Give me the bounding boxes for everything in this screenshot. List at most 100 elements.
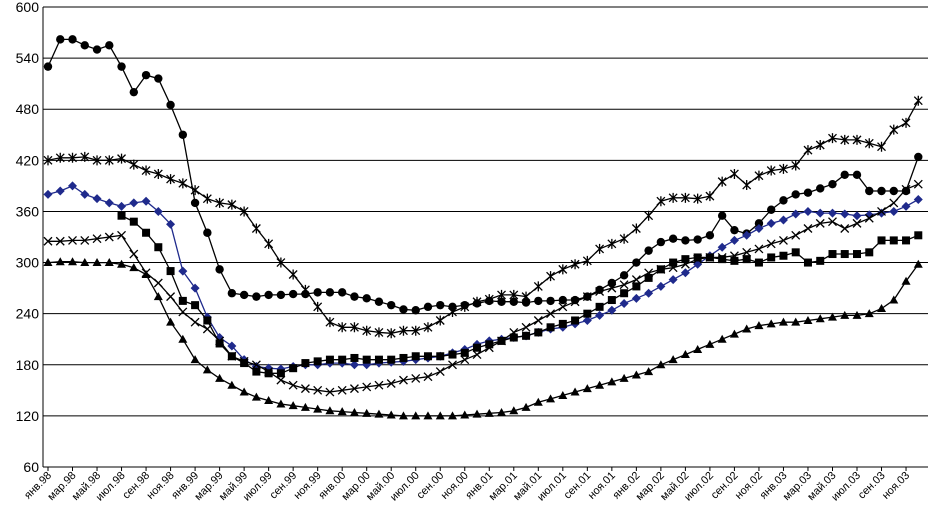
data-point-star	[104, 155, 114, 166]
data-point-square	[325, 355, 334, 364]
data-point-triangle	[570, 387, 580, 396]
data-point-circle	[436, 300, 445, 310]
data-point-triangle	[901, 276, 911, 285]
data-point-x	[558, 302, 568, 312]
data-point-x	[533, 316, 543, 325]
data-point-square	[485, 340, 494, 349]
data-point-circle	[705, 231, 715, 240]
data-point-x	[877, 206, 886, 216]
data-point-square	[497, 336, 506, 345]
data-point-circle	[779, 196, 788, 205]
data-point-diamond	[827, 208, 837, 218]
data-point-triangle	[705, 339, 715, 348]
data-point-diamond	[595, 310, 605, 320]
data-point-square	[534, 328, 543, 337]
data-point-triangle	[300, 402, 310, 411]
data-point-square	[399, 353, 408, 362]
data-point-diamond	[729, 235, 739, 245]
data-point-circle	[264, 290, 273, 300]
data-point-triangle	[288, 401, 298, 410]
data-point-diamond	[153, 206, 163, 216]
data-point-star	[852, 134, 862, 145]
data-point-circle	[129, 87, 139, 97]
data-point-diamond	[901, 201, 911, 211]
data-point-triangle	[337, 407, 347, 416]
series-line-diamond	[47, 185, 919, 370]
data-point-triangle	[864, 309, 874, 318]
data-point-x	[153, 278, 163, 288]
data-point-x	[742, 247, 752, 257]
data-point-square	[803, 258, 812, 267]
axes	[42, 7, 928, 471]
data-point-triangle	[423, 411, 433, 420]
data-point-circle	[80, 41, 89, 50]
data-point-x	[435, 367, 445, 377]
data-point-square	[264, 369, 273, 378]
data-point-triangle	[215, 373, 225, 382]
data-point-circle	[423, 302, 433, 312]
data-point-star	[215, 197, 225, 208]
data-point-triangle	[276, 399, 286, 408]
data-point-x	[300, 384, 310, 394]
data-point-square	[117, 211, 126, 220]
data-point-circle	[656, 237, 666, 247]
data-point-diamond	[852, 211, 862, 221]
data-point-x	[913, 179, 923, 189]
data-point-star	[729, 168, 739, 179]
data-point-circle	[889, 186, 898, 196]
data-point-square	[473, 343, 482, 352]
data-point-circle	[276, 290, 286, 300]
data-point-diamond	[43, 189, 53, 199]
data-point-square	[816, 256, 825, 265]
data-point-triangle	[729, 329, 739, 338]
data-point-circle	[534, 296, 543, 306]
data-point-circle	[92, 45, 102, 54]
data-point-circle	[399, 305, 408, 314]
data-point-star	[631, 223, 641, 234]
data-point-triangle	[129, 263, 139, 272]
data-point-x	[521, 322, 531, 332]
data-point-square	[644, 273, 653, 282]
data-point-triangle	[680, 350, 690, 359]
data-point-circle	[632, 258, 641, 267]
data-point-star	[680, 192, 690, 203]
data-point-star	[337, 322, 347, 333]
data-point-triangle	[693, 344, 703, 353]
data-point-star	[141, 165, 151, 176]
data-point-square	[558, 319, 567, 328]
data-point-square	[448, 350, 457, 359]
data-point-square	[779, 251, 788, 260]
data-point-square	[423, 352, 432, 361]
data-point-star	[313, 301, 323, 312]
data-point-triangle	[92, 258, 102, 267]
data-point-square	[215, 339, 224, 348]
data-point-star	[521, 291, 531, 302]
data-point-circle	[668, 234, 678, 243]
data-point-square	[730, 256, 739, 265]
data-point-star	[68, 152, 77, 163]
data-point-circle	[865, 186, 874, 196]
data-point-circle	[914, 152, 923, 162]
data-point-x	[889, 198, 899, 208]
data-point-circle	[387, 300, 396, 310]
data-point-star	[693, 193, 703, 204]
data-point-triangle	[509, 406, 519, 415]
data-point-triangle	[595, 380, 605, 389]
data-point-x	[399, 375, 408, 385]
data-point-x	[362, 382, 372, 392]
data-point-triangle	[497, 407, 507, 416]
data-point-triangle	[582, 384, 592, 393]
data-point-circle	[203, 228, 212, 237]
data-point-star	[251, 223, 261, 234]
data-point-star	[276, 257, 286, 268]
data-point-diamond	[92, 194, 102, 204]
data-point-square	[522, 331, 531, 340]
data-point-triangle	[668, 355, 678, 364]
series-line-star	[47, 100, 919, 334]
data-point-square	[362, 355, 371, 364]
data-point-diamond	[778, 215, 788, 225]
y-axis-tick-labels: 60 120 180 240 300 360 420 480 540 600	[16, 0, 40, 475]
data-point-x	[190, 317, 200, 327]
data-point-x	[129, 249, 139, 259]
data-point-star	[791, 160, 801, 171]
